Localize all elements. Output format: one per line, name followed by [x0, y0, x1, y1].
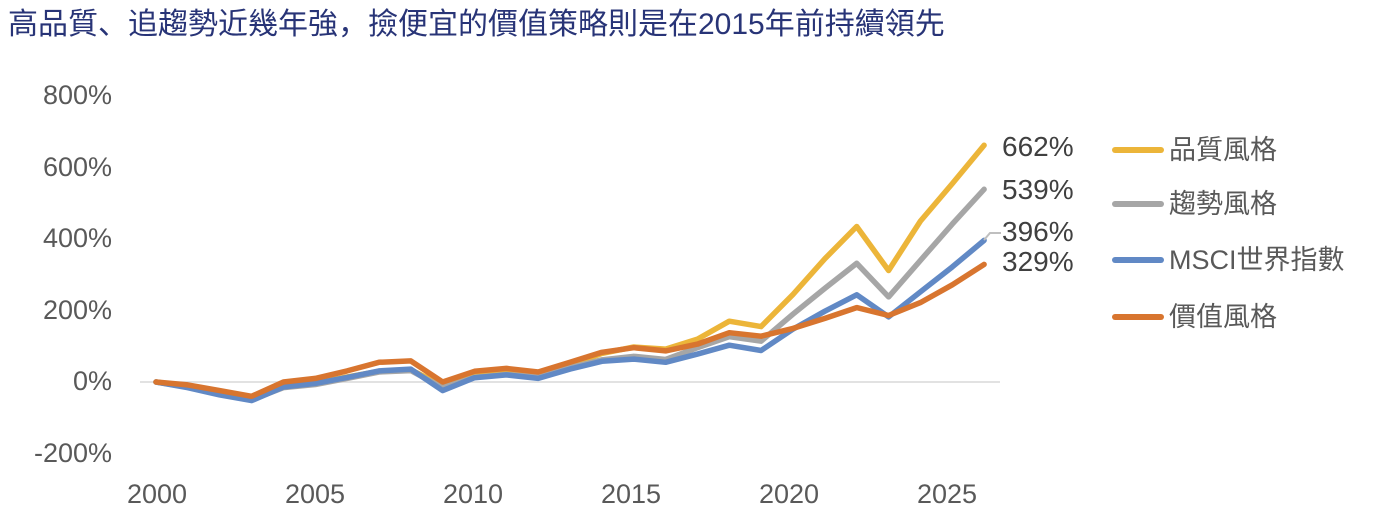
legend-item-momentum: 趨勢風格 [1112, 188, 1277, 220]
y-axis-label: 400% [42, 223, 112, 253]
legend-label-momentum: 趨勢風格 [1169, 189, 1277, 219]
series-end-label-msci: 396% [1002, 216, 1074, 247]
legend-label-quality: 品質風格 [1169, 135, 1277, 165]
legend-label-msci: MSCI世界指數 [1169, 245, 1345, 275]
legend-swatch-quality-icon [1112, 147, 1164, 153]
x-axis-label: 2005 [284, 479, 346, 509]
series-end-label-momentum: 539% [1002, 174, 1074, 205]
series-end-label-value: 329% [1002, 246, 1074, 277]
series-line-2 [153, 237, 987, 404]
chart-title: 高品質、追趨勢近幾年強，撿便宜的價值策略則是在2015年前持續領先 [8, 8, 945, 41]
legend-item-quality: 品質風格 [1112, 134, 1277, 166]
legend-swatch-momentum-icon [1112, 201, 1164, 207]
y-axis-label: 600% [42, 152, 112, 182]
x-axis-label: 2010 [442, 479, 504, 509]
legend-item-value: 價值風格 [1112, 301, 1277, 333]
legend-item-msci: MSCI世界指數 [1112, 244, 1345, 276]
series-line-1 [153, 186, 987, 403]
x-axis-label: 2025 [916, 479, 978, 509]
y-axis-label: 200% [42, 295, 112, 325]
y-axis-label: 0% [72, 366, 112, 396]
legend-swatch-msci-icon [1112, 257, 1164, 263]
y-axis-label: 800% [42, 80, 112, 110]
series-line-0 [153, 142, 987, 402]
legend-swatch-value-icon [1112, 314, 1164, 320]
legend-label-value: 價值風格 [1169, 302, 1277, 332]
x-axis-label: 2015 [600, 479, 662, 509]
label-leader-line [983, 232, 1001, 241]
series-end-label-quality: 662% [1002, 131, 1074, 162]
series-line-3 [153, 261, 987, 400]
y-axis-label: -200% [33, 438, 112, 468]
x-axis-label: 2000 [126, 479, 188, 509]
x-axis-label: 2020 [758, 479, 820, 509]
